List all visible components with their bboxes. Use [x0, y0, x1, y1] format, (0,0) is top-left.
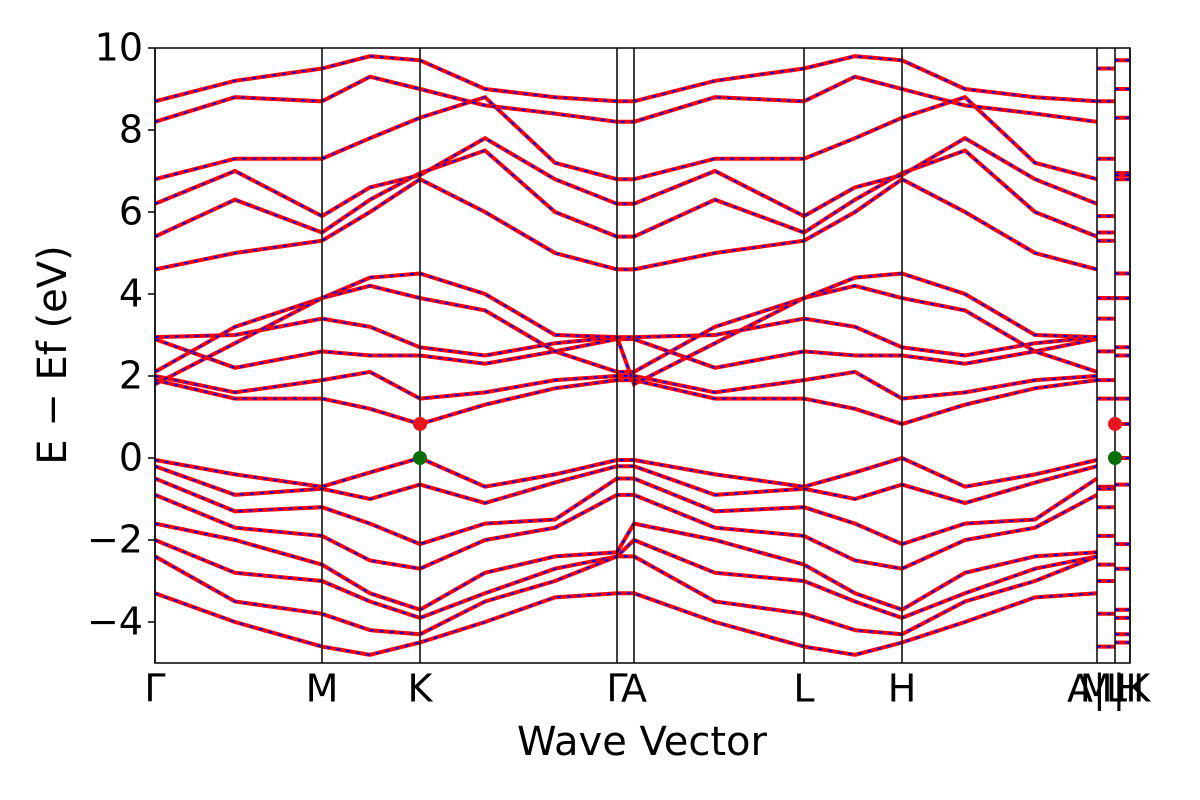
band-line-dashed — [155, 55, 1130, 103]
y-tick-label: 6 — [119, 190, 143, 234]
y-tick-label: 10 — [95, 26, 143, 70]
band-line-dashed — [155, 96, 1130, 181]
y-tick-label: 8 — [119, 108, 143, 152]
band-line-dashed — [155, 178, 1130, 271]
x-tick-label: M|K — [1080, 667, 1152, 712]
x-tick-label: A — [621, 667, 647, 711]
band-line — [155, 369, 1130, 401]
y-tick-label: −2 — [87, 518, 143, 562]
band-edge-marker — [1108, 451, 1122, 465]
y-tick-label: 2 — [119, 354, 143, 398]
band-line — [155, 54, 1130, 104]
x-tick-label: H — [1116, 667, 1145, 711]
band-line-dashed — [155, 522, 1130, 611]
y-tick-label: 0 — [119, 436, 143, 480]
x-axis-label: Wave Vector — [517, 719, 768, 765]
band-edge-marker — [413, 416, 427, 431]
band-line-dashed — [155, 272, 1130, 386]
band-line-dashed — [155, 370, 1130, 400]
band-line-dashed — [155, 75, 1130, 123]
band-line-dashed — [155, 538, 1130, 619]
band-line-dashed — [155, 592, 1130, 656]
band-line-dashed — [155, 317, 1130, 357]
y-tick-label: −4 — [87, 600, 143, 644]
band-line-dashed — [155, 137, 1130, 218]
x-tick-label: M — [306, 667, 339, 711]
x-tick-label: H — [888, 667, 917, 711]
y-axis-label: E − Ef (eV) — [30, 245, 76, 464]
x-tick-label: Γ — [144, 667, 165, 711]
band-line-dashed — [155, 493, 1130, 570]
x-tick-label: A|L — [1067, 667, 1127, 712]
x-tick-label: K — [408, 667, 434, 711]
band-edge-marker — [413, 451, 427, 465]
band-line-dashed — [155, 477, 1130, 546]
plot-area — [155, 54, 1130, 657]
x-tick-label: Γ — [606, 667, 627, 711]
y-tick-label: 4 — [119, 272, 143, 316]
band-line-dashed — [155, 338, 1130, 369]
band-line-dashed — [155, 465, 1130, 505]
band-line — [155, 316, 1130, 358]
band-line — [155, 591, 1130, 657]
band-line-dashed — [155, 555, 1130, 636]
band-edge-marker — [1108, 416, 1122, 431]
x-tick-label: L — [793, 667, 814, 711]
band-line — [155, 378, 1130, 427]
